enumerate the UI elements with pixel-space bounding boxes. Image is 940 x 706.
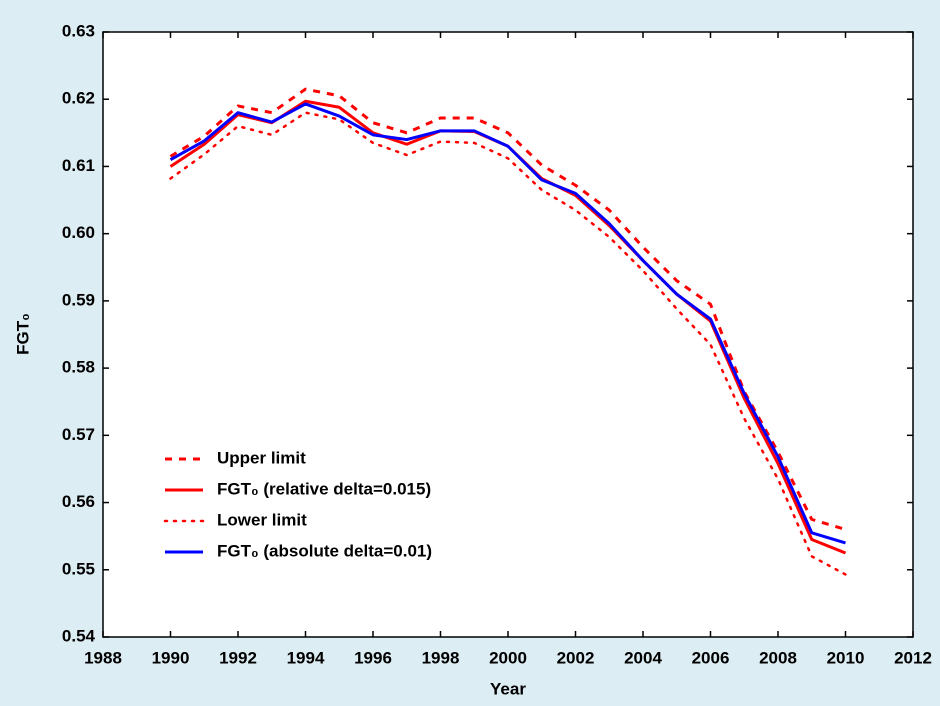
x-tick-label: 1996 bbox=[354, 648, 392, 667]
x-tick-label: 2006 bbox=[692, 648, 730, 667]
x-tick-label: 1990 bbox=[152, 648, 190, 667]
legend-label: Lower limit bbox=[217, 510, 307, 529]
x-tick-label: 2002 bbox=[557, 648, 595, 667]
x-tick-label: 2000 bbox=[489, 648, 527, 667]
y-tick-label: 0.62 bbox=[62, 89, 95, 108]
legend-label: FGT₀ (absolute delta=0.01) bbox=[217, 541, 432, 560]
legend-label: FGT₀ (relative delta=0.015) bbox=[217, 479, 431, 498]
x-tick-label: 2004 bbox=[624, 648, 662, 667]
x-axis-label: Year bbox=[490, 679, 526, 698]
x-tick-label: 1998 bbox=[422, 648, 460, 667]
x-tick-label: 2008 bbox=[759, 648, 797, 667]
y-tick-label: 0.56 bbox=[62, 492, 95, 511]
x-tick-label: 2012 bbox=[894, 648, 932, 667]
series-line bbox=[169, 111, 847, 576]
y-tick-label: 0.58 bbox=[62, 358, 95, 377]
y-tick-label: 0.54 bbox=[62, 626, 96, 645]
x-tick-label: 1992 bbox=[219, 648, 257, 667]
x-tick-label: 2010 bbox=[827, 648, 865, 667]
y-tick-label: 0.59 bbox=[62, 290, 95, 309]
y-tick-label: 0.57 bbox=[62, 425, 95, 444]
series-line bbox=[169, 87, 846, 531]
legend-label: Upper limit bbox=[217, 448, 306, 467]
y-tick-label: 0.55 bbox=[62, 559, 95, 578]
y-tick-label: 0.61 bbox=[62, 156, 95, 175]
y-axis-label: FGT₀ bbox=[13, 313, 32, 355]
y-tick-label: 0.60 bbox=[62, 223, 95, 242]
y-tick-label: 0.63 bbox=[62, 21, 95, 40]
x-tick-label: 1994 bbox=[287, 648, 325, 667]
x-tick-label: 1988 bbox=[84, 648, 122, 667]
series-line bbox=[169, 102, 846, 545]
